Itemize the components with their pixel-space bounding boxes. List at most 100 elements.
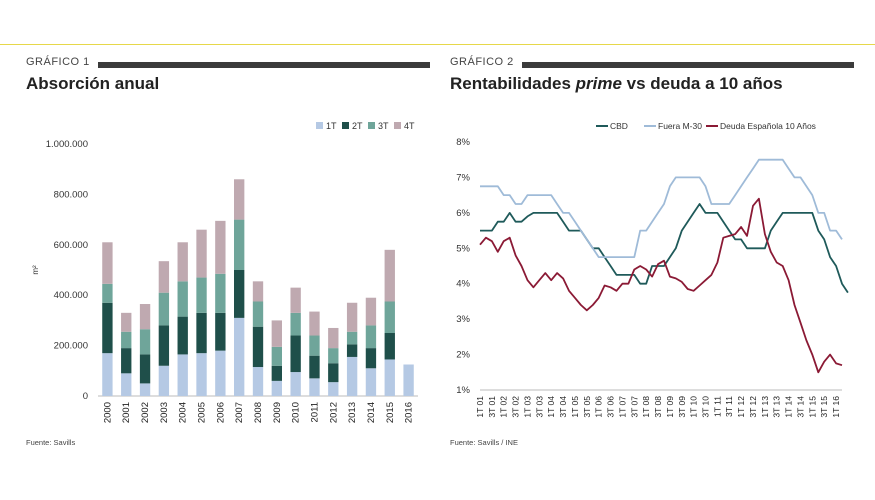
y-tick-label: 7% <box>456 172 470 183</box>
bar-2T-2004 <box>177 316 188 355</box>
bar-1T-2006 <box>215 350 226 396</box>
bar-1T-2007 <box>234 317 245 396</box>
x-tick-label: 3T 06 <box>606 396 616 418</box>
y-tick-label: 200.000 <box>54 341 88 352</box>
bar-2T-2003 <box>158 325 170 366</box>
bar-4T-2012 <box>328 327 339 349</box>
x-tick-label: 2011 <box>309 402 320 422</box>
bar-2T-2009 <box>271 365 282 381</box>
bar-4T-2002 <box>139 304 151 330</box>
y-tick-label: 1.000.000 <box>46 139 88 150</box>
x-tick-label: 2009 <box>272 402 283 423</box>
legend-swatch-3T <box>368 122 375 129</box>
chart-source: Fuente: Savills <box>26 438 76 447</box>
bar-1T-2000 <box>102 353 113 396</box>
bar-1T-2014 <box>365 368 377 396</box>
label-bar <box>98 62 430 68</box>
chart-title: Absorción anual <box>26 74 160 93</box>
x-tick-label: 2003 <box>159 402 170 423</box>
bar-1T-2001 <box>121 373 132 396</box>
line-chart: 1%2%3%4%5%6%7%8%1T 01 3T 01 1T 02 3T 02 1T 0… <box>456 121 849 418</box>
bar-4T-2001 <box>121 312 132 332</box>
x-tick-label: 2005 <box>197 402 208 423</box>
legend-swatch-1T <box>316 122 323 129</box>
bar-3T-2010 <box>290 312 301 336</box>
bar-1T-2013 <box>346 356 358 396</box>
bar-2T-2008 <box>252 326 264 368</box>
y-tick-label: 2% <box>456 350 470 361</box>
chart-title: Rentabilidades prime vs deuda a 10 años <box>450 74 783 93</box>
x-tick-label: 1T 08 <box>641 396 651 418</box>
bar-1T-2010 <box>290 372 301 396</box>
y-tick-label: 800.000 <box>54 189 88 200</box>
bar-2T-2001 <box>121 348 132 374</box>
legend-label-CBD: CBD <box>610 121 628 131</box>
bar-1T-2015 <box>384 359 395 396</box>
bar-1T-2008 <box>252 367 264 396</box>
chart-number-label: GRÁFICO 2 <box>450 56 514 68</box>
y-tick-label: 5% <box>456 243 470 254</box>
legend-label-2T: 2T <box>352 121 363 131</box>
bar-3T-2013 <box>346 331 358 345</box>
x-tick-label: 2001 <box>121 402 132 423</box>
bar-2T-2012 <box>328 363 339 383</box>
bar-3T-2002 <box>139 329 151 355</box>
x-tick-label: 3T 07 <box>629 396 639 418</box>
bar-3T-2014 <box>365 325 377 349</box>
x-tick-label: 3T 03 <box>534 396 544 418</box>
x-tick-label: 2013 <box>347 402 358 423</box>
x-tick-label: 1T 07 <box>617 396 627 418</box>
x-tick-label: 3T 12 <box>748 396 758 418</box>
series-line-Fuera M-30 <box>480 158 843 259</box>
x-tick-label: 3T 02 <box>511 396 521 418</box>
series-line-CBD <box>480 203 849 294</box>
bar-3T-2004 <box>177 281 188 317</box>
x-tick-label: 1T 16 <box>831 396 841 418</box>
bar-1T-2002 <box>139 383 151 396</box>
bar-3T-2006 <box>215 273 226 313</box>
bar-4T-2004 <box>177 242 188 282</box>
x-tick-label: 2008 <box>253 402 264 423</box>
legend-label-3T: 3T <box>378 121 389 131</box>
bar-4T-2015 <box>384 249 395 302</box>
bar-3T-2011 <box>309 335 320 356</box>
y-tick-label: 4% <box>456 279 470 290</box>
bar-1T-2004 <box>177 354 188 396</box>
x-tick-label: 3T 14 <box>795 396 805 418</box>
bar-4T-2010 <box>290 287 301 313</box>
label-bar <box>522 62 854 68</box>
bar-chart: 0 200.000 400.000 600.000 800.000 1.000.000 m²… <box>31 121 418 423</box>
y-tick-label: 400.000 <box>54 290 88 301</box>
x-tick-label: 2006 <box>215 402 226 423</box>
chart-number-label: GRÁFICO 1 <box>26 56 90 68</box>
x-tick-label: 1T 15 <box>807 396 817 418</box>
chart-source: Fuente: Savills / INE <box>450 438 518 447</box>
x-tick-label: 2012 <box>328 402 339 423</box>
bar-1T-2011 <box>309 378 320 396</box>
bar-3T-2012 <box>328 348 339 364</box>
x-tick-label: 2002 <box>140 402 151 423</box>
x-tick-label: 2007 <box>234 402 245 423</box>
bar-4T-2003 <box>158 261 170 293</box>
x-tick-label: 3T 11 <box>724 396 734 417</box>
legend-label-4T: 4T <box>404 121 415 131</box>
x-tick-label: 2004 <box>178 402 189 423</box>
bar-3T-2003 <box>158 292 170 326</box>
bar-2T-2011 <box>309 355 320 379</box>
chart-panel-rentabilidades: GRÁFICO 2 Rentabilidades prime vs deuda … <box>450 56 854 456</box>
bar-1T-2016 <box>403 364 414 396</box>
bar-1T-2009 <box>271 380 282 396</box>
x-tick-label: 1T 14 <box>784 396 794 418</box>
y-tick-label: 8% <box>456 137 470 148</box>
bar-4T-2014 <box>365 297 377 326</box>
x-tick-label: 1T 03 <box>522 396 532 418</box>
x-tick-label: 1T 10 <box>689 396 699 418</box>
bar-3T-2007 <box>234 219 245 270</box>
bar-4T-2008 <box>252 281 264 302</box>
x-tick-label: 1T 02 <box>499 396 509 418</box>
y-tick-label: 0 <box>83 391 88 402</box>
bar-3T-2009 <box>271 346 282 366</box>
x-tick-label: 2000 <box>102 402 113 423</box>
x-tick-label: 2016 <box>404 402 415 423</box>
bar-1T-2005 <box>196 353 207 396</box>
